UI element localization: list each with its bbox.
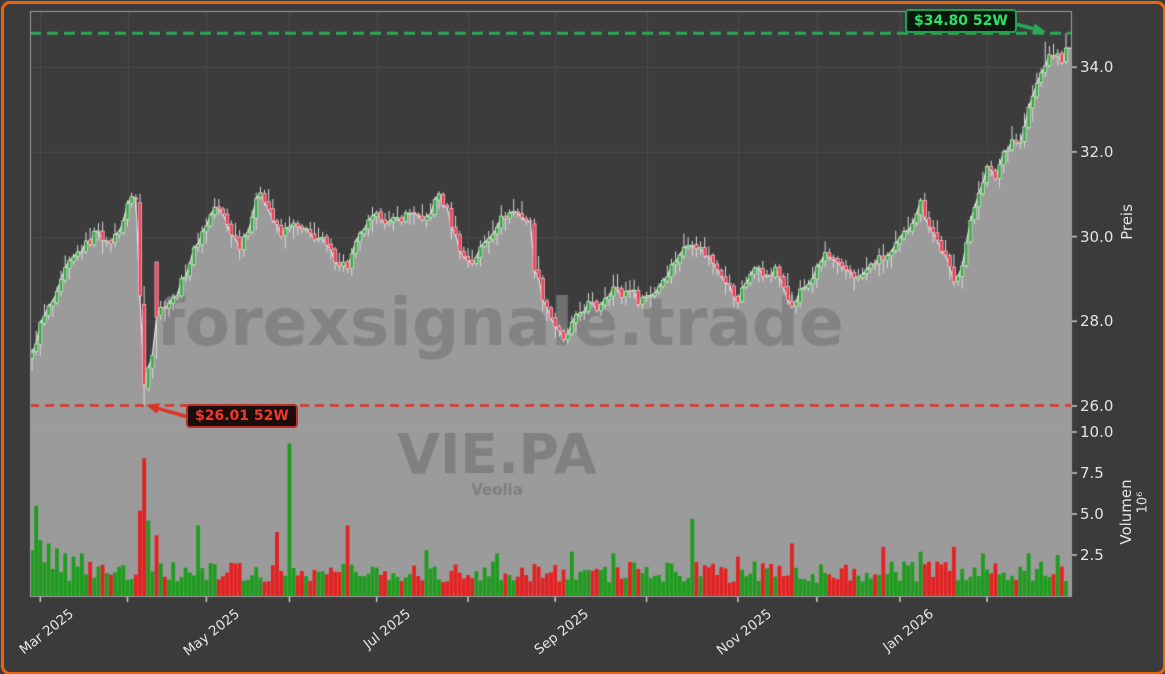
price-tick-label: 26.0 — [1080, 397, 1114, 415]
volume-axis-title: Volumen — [1117, 479, 1135, 545]
x-tick-label: Mar 2025 — [16, 606, 78, 659]
x-tick-label: Jan 2026 — [880, 606, 937, 656]
price-axis-title: Preis — [1118, 204, 1136, 240]
x-tick-label: Nov 2025 — [713, 606, 775, 659]
price-tick-label: 28.0 — [1080, 312, 1114, 331]
low-52w-annotation: $26.01 52W — [186, 404, 298, 428]
high-52w-annotation: $34.80 52W — [905, 9, 1017, 33]
price-tick-label: 30.0 — [1080, 227, 1114, 246]
volume-tick-label: 5.0 — [1080, 505, 1104, 523]
volume-axis-unit: 10⁶ — [1135, 491, 1151, 514]
x-tick-label: Jul 2025 — [360, 606, 414, 653]
x-tick-label: May 2025 — [180, 606, 244, 660]
price-tick-label: 32.0 — [1080, 142, 1114, 161]
volume-tick-label: 10.0 — [1080, 423, 1114, 441]
price-tick-label: 34.0 — [1080, 58, 1114, 77]
x-tick-label: Sep 2025 — [531, 606, 593, 659]
volume-tick-label: 2.5 — [1080, 546, 1104, 564]
volume-tick-label: 7.5 — [1080, 464, 1104, 482]
